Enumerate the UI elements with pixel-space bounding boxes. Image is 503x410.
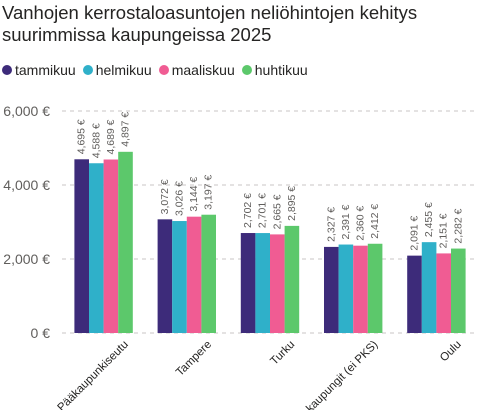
data-label: 3,144 €	[188, 176, 200, 211]
data-label: 4,689 €	[105, 119, 117, 154]
data-label: 2,895 €	[286, 186, 298, 221]
data-label: 4,897 €	[120, 112, 132, 147]
legend-swatch-tammikuu	[2, 65, 12, 75]
x-tick-label: Isot kaupungit (ei PKS)	[289, 339, 381, 410]
bar[interactable]	[407, 255, 422, 333]
legend-item-tammikuu[interactable]: tammikuu	[2, 62, 76, 78]
bar[interactable]	[103, 159, 119, 333]
x-tick-label: Pääkaupunkiseutu	[56, 339, 131, 410]
data-label: 2,282 €	[452, 208, 464, 243]
bar[interactable]	[255, 233, 270, 333]
data-label: 3,197 €	[203, 175, 215, 210]
data-label: 3,026 €	[174, 181, 186, 216]
bar[interactable]	[157, 219, 173, 333]
data-label: 2,327 €	[325, 207, 337, 242]
data-label: 2,455 €	[423, 202, 435, 237]
legend-label-huhtikuu: huhtikuu	[254, 62, 308, 78]
y-tick-label: 2,000 €	[3, 251, 50, 267]
bar[interactable]	[353, 245, 368, 333]
legend-label-maaliskuu: maaliskuu	[171, 62, 235, 78]
x-tick-label: Turku	[268, 339, 297, 368]
bar[interactable]	[436, 253, 451, 333]
legend-item-maaliskuu[interactable]: maaliskuu	[158, 62, 235, 78]
data-label: 2,412 €	[369, 204, 381, 239]
x-tick-label: Tampere	[174, 339, 214, 379]
data-label: 3,072 €	[159, 179, 171, 214]
y-axis: 0 € 2,000 € 4,000 € 6,000 €	[3, 103, 50, 341]
y-tick-label: 0 €	[31, 325, 51, 341]
data-labels: 4,695 €4,588 €4,689 €4,897 € 3,072 €3,026…	[76, 112, 465, 251]
bar[interactable]	[284, 225, 300, 333]
data-label: 2,360 €	[355, 205, 367, 240]
bar[interactable]	[118, 151, 133, 333]
data-label: 2,702 €	[242, 193, 254, 228]
chart-title-line-1: Vanhojen kerrostaloasuntojen neliöhintoj…	[2, 2, 418, 23]
bar[interactable]	[172, 221, 187, 333]
legend-item-huhtikuu[interactable]: huhtikuu	[241, 62, 308, 78]
data-label: 4,695 €	[76, 119, 88, 154]
bar[interactable]	[367, 243, 383, 333]
legend-item-helmikuu[interactable]: helmikuu	[82, 62, 152, 78]
legend-label-tammikuu: tammikuu	[15, 62, 76, 78]
bar[interactable]	[324, 246, 339, 333]
data-label: 2,151 €	[438, 213, 450, 248]
bar[interactable]	[74, 159, 89, 333]
bar[interactable]	[421, 242, 437, 333]
y-tick-label: 6,000 €	[3, 103, 50, 119]
bars	[74, 151, 466, 333]
y-tick-label: 4,000 €	[3, 177, 50, 193]
chart-title: Vanhojen kerrostaloasuntojen neliöhintoj…	[2, 2, 417, 46]
legend-swatch-helmikuu	[82, 65, 93, 75]
bar[interactable]	[270, 234, 285, 333]
x-tick-label: Oulu	[438, 339, 464, 365]
chart-title-line-2: suurimmissa kaupungeissa 2025	[2, 24, 272, 45]
data-label: 2,391 €	[340, 204, 352, 239]
data-label: 4,588 €	[90, 123, 102, 158]
data-label: 2,091 €	[409, 215, 421, 250]
bar[interactable]	[240, 233, 256, 333]
bar[interactable]	[338, 244, 354, 333]
bar[interactable]	[201, 214, 216, 333]
bar[interactable]	[89, 163, 104, 333]
legend-label-helmikuu: helmikuu	[95, 62, 152, 78]
data-label: 2,701 €	[257, 193, 269, 228]
data-label: 2,665 €	[271, 194, 283, 229]
bar[interactable]	[186, 216, 202, 333]
chart-legend: tammikuu helmikuu maaliskuu huhtikuu	[2, 61, 315, 79]
legend-swatch-maaliskuu	[158, 65, 169, 75]
legend-swatch-huhtikuu	[241, 65, 252, 75]
bar[interactable]	[451, 248, 466, 333]
